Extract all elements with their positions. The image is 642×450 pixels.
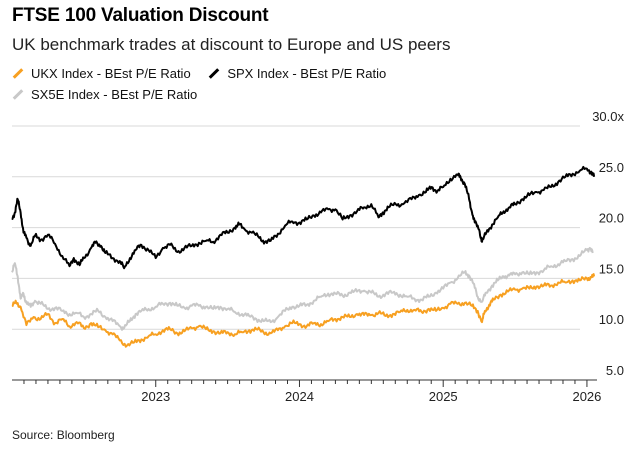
series-line-spx xyxy=(11,165,596,270)
legend-label-spx: SPX Index - BEst P/E Ratio xyxy=(227,66,387,81)
x-axis: 2023 2024 2025 2026 xyxy=(12,379,601,404)
y-tick-label-30: 30.0x xyxy=(592,109,624,124)
gridlines xyxy=(12,125,580,381)
legend-item-ukx: UKX Index - BEst P/E Ratio xyxy=(12,66,191,81)
y-tick-label-20: 20.0 xyxy=(599,211,624,226)
legend-label-sx5e: SX5E Index - BEst P/E Ratio xyxy=(31,87,198,102)
chart-title: FTSE 100 Valuation Discount xyxy=(12,5,269,26)
chart-subtitle: UK benchmark trades at discount to Europ… xyxy=(12,35,451,54)
series-line-sx5e xyxy=(11,246,594,331)
legend-label-ukx: UKX Index - BEst P/E Ratio xyxy=(31,66,191,81)
series-lines xyxy=(11,165,596,348)
y-tick-label-10: 10.0 xyxy=(599,312,624,327)
source-note: Source: Bloomberg xyxy=(12,428,115,442)
x-tick-label-2024: 2024 xyxy=(285,389,314,404)
x-tick-label-2026: 2026 xyxy=(572,389,601,404)
y-tick-label-15: 15.0 xyxy=(599,261,624,276)
series-line-ukx xyxy=(11,273,596,348)
y-axis: 30.0x 25.0 20.0 15.0 10.0 5.0 xyxy=(592,109,624,378)
x-tick-label-2023: 2023 xyxy=(141,389,170,404)
y-tick-label-25: 25.0 xyxy=(599,160,624,175)
x-tick-label-2025: 2025 xyxy=(429,389,458,404)
y-tick-label-5: 5.0 xyxy=(606,363,624,378)
chart-legend: UKX Index - BEst P/E Ratio SPX Index - B… xyxy=(12,63,452,105)
legend-item-spx: SPX Index - BEst P/E Ratio xyxy=(208,66,386,81)
legend-item-sx5e: SX5E Index - BEst P/E Ratio xyxy=(12,87,197,102)
